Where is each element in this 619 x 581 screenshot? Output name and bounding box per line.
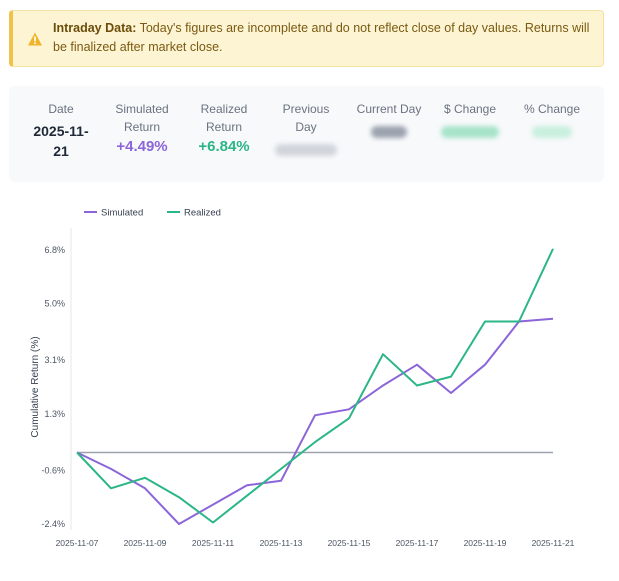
simulated-label-2: Return [123,120,161,134]
warning-icon [28,32,42,46]
previous-value-redacted [275,144,337,156]
current-value-redacted [371,126,407,138]
series-line-realized [76,248,554,524]
intraday-alert: Intraday Data: Today's figures are incom… [9,10,604,67]
x-tick-label: 2025-11-11 [192,538,234,548]
alert-title: Intraday Data: [53,21,137,35]
realized-label-1: Realized [200,102,248,116]
stat-current-day: Current Day [349,100,429,143]
y-tick-label: 1.3% [44,409,65,419]
dollar-change-redacted [441,126,499,138]
x-tick-label: 2025-11-07 [56,538,99,548]
y-tick-label: 5.0% [44,299,65,309]
stat-realized: Realized Return +6.84% [189,100,259,157]
stat-dollar-change: $ Change [435,100,505,143]
pct-change-label: % Change [523,102,581,116]
x-tick-label: 2025-11-21 [532,538,575,548]
simulated-label-1: Simulated [115,102,169,116]
x-tick-label: 2025-11-17 [396,538,439,548]
x-tick-label: 2025-11-13 [260,538,303,548]
y-axis-label: Cumulative Return (%) [30,336,41,437]
pct-change-redacted [532,126,572,138]
realized-value: +6.84% [198,138,250,155]
legend-label-realized: Realized [184,208,221,219]
stat-pct-change: % Change [517,100,587,143]
previous-label-2: Day [295,120,317,134]
series-line-simulated [76,317,554,525]
stat-simulated: Simulated Return +4.49% [107,100,177,157]
legend-label-simulated: Simulated [101,208,143,219]
realized-label-2: Return [205,120,243,134]
simulated-value: +4.49% [116,138,168,155]
cumulative-return-chart: 6.8% 5.0% 3.1% 1.3% -0.6% -2.4% Cumulative Ret… [30,208,575,549]
dollar-change-label: $ Change [443,102,497,116]
x-tick-label: 2025-11-19 [464,538,507,548]
stat-date: Date 2025-11- 21 [17,100,105,161]
y-tick-label: -0.6% [41,465,65,475]
alert-message: Today's figures are incomplete and do no… [53,21,590,54]
y-tick-label: 6.8% [44,245,65,255]
date-value-line1: 2025-11- [33,123,89,139]
y-tick-label: -2.4% [41,519,65,529]
x-tick-label: 2025-11-09 [124,538,167,548]
y-tick-label: 3.1% [44,355,65,365]
stat-previous-day: Previous Day [271,100,341,161]
stats-panel: Date 2025-11- 21 Simulated Return +4.49%… [9,86,604,182]
previous-label-1: Previous [282,102,330,116]
date-value-line2: 21 [53,143,69,159]
x-tick-label: 2025-11-15 [328,538,371,548]
date-label: Date [48,102,74,116]
current-label: Current Day [356,102,422,116]
